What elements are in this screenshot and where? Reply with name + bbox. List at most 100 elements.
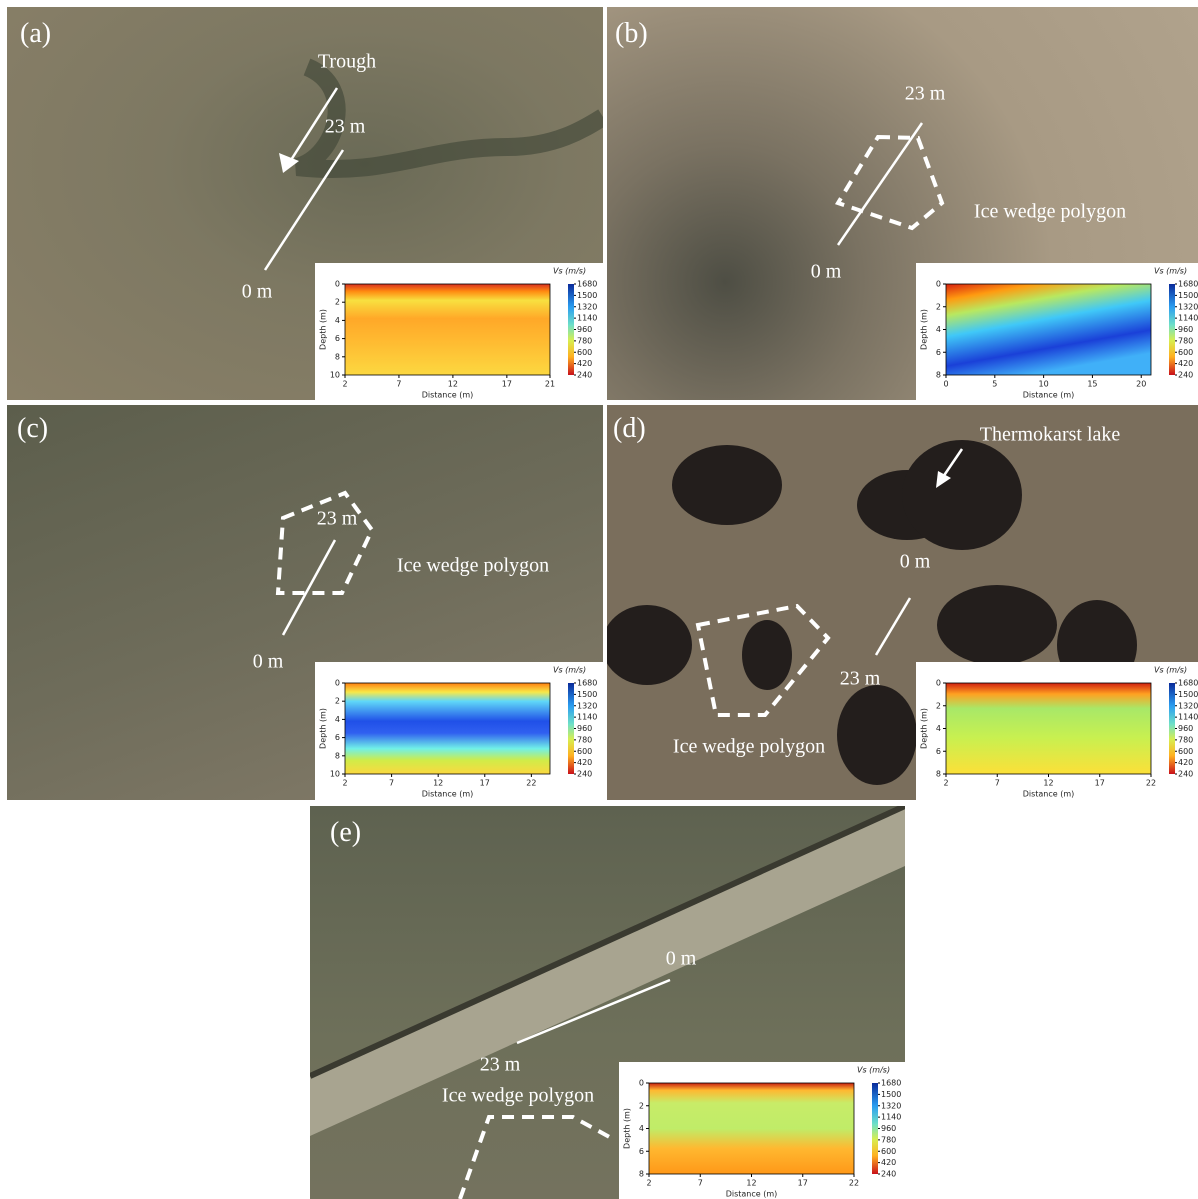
y-tick-label: 0: [639, 1079, 644, 1088]
colorbar: [568, 284, 574, 375]
x-tick-label: 0: [943, 380, 948, 389]
x-tick-label: 7: [389, 779, 394, 788]
inset-chart: 271217220246810Distance (m)Depth (m)1680…: [315, 662, 603, 800]
heatmap: [345, 683, 550, 774]
heatmap: [345, 284, 550, 375]
x-tick-label: 2: [943, 779, 948, 788]
colorbar-tick-label: 1320: [577, 302, 597, 311]
x-tick-label: 22: [849, 1179, 859, 1188]
colorbar-tick-label: 1680: [577, 280, 597, 289]
colorbar-tick-label: 600: [1178, 348, 1193, 357]
y-axis-label: Depth (m): [920, 708, 929, 749]
y-tick-label: 4: [335, 316, 340, 325]
colorbar-tick-label: 240: [881, 1170, 896, 1179]
profile-line: [283, 540, 335, 635]
y-tick-label: 8: [936, 770, 941, 779]
inset-chart: 0510152002468Distance (m)Depth (m)168015…: [916, 263, 1198, 400]
x-tick-label: 2: [646, 1179, 651, 1188]
annotation: Ice wedge polygon: [974, 201, 1126, 223]
colorbar-tick-label: 780: [881, 1135, 896, 1144]
y-tick-label: 8: [639, 1170, 644, 1179]
panel-label: (a): [20, 18, 51, 49]
colorbar-tick-label: 600: [577, 747, 592, 756]
annotation: Thermokarst lake: [980, 424, 1121, 446]
x-tick-label: 7: [698, 1179, 703, 1188]
y-tick-label: 8: [335, 751, 340, 760]
colorbar-tick-label: 960: [577, 724, 592, 733]
panel-label: (b): [615, 18, 648, 49]
y-tick-label: 2: [335, 298, 340, 307]
figure: (a) Trough 23 m 0 m 271217210246810Dista…: [0, 0, 1198, 1199]
y-tick-label: 0: [335, 280, 340, 289]
y-axis-label: Depth (m): [319, 708, 328, 749]
annotation: 23 m: [840, 668, 881, 690]
y-tick-label: 6: [639, 1147, 644, 1156]
x-tick-label: 12: [1043, 779, 1053, 788]
colorbar-tick-label: 1500: [577, 690, 597, 699]
colorbar-tick-label: 1140: [1178, 314, 1198, 323]
y-tick-label: 4: [936, 325, 941, 334]
panel-d: (d) Thermokarst lake 0 m 23 m Ice wedge …: [607, 405, 1198, 800]
colorbar-tick-label: 1680: [1178, 280, 1198, 289]
x-tick-label: 7: [396, 380, 401, 389]
x-tick-label: 12: [448, 380, 458, 389]
colorbar-tick-label: 1320: [577, 701, 597, 710]
x-tick-label: 7: [995, 779, 1000, 788]
colorbar: [1169, 683, 1175, 774]
x-tick-label: 17: [480, 779, 490, 788]
colorbar-tick-label: 240: [577, 770, 592, 779]
x-axis-label: Distance (m): [1023, 790, 1075, 799]
annotation: Trough: [318, 51, 376, 73]
colorbar-tick-label: 960: [881, 1124, 896, 1133]
x-tick-label: 5: [992, 380, 997, 389]
annotation: 23 m: [317, 508, 358, 530]
colorbar-tick-label: 600: [881, 1147, 896, 1156]
annotation: 23 m: [905, 83, 946, 105]
y-tick-label: 2: [335, 697, 340, 706]
heatmap: [649, 1083, 854, 1174]
y-tick-label: 4: [335, 715, 340, 724]
colorbar-tick-label: 1500: [1178, 690, 1198, 699]
colorbar-tick-label: 420: [881, 1158, 896, 1167]
colorbar-tick-label: 960: [577, 325, 592, 334]
colorbar: [568, 683, 574, 774]
x-tick-label: 10: [1039, 380, 1049, 389]
x-axis-label: Distance (m): [422, 790, 474, 799]
annotation: 0 m: [811, 261, 842, 283]
panel-b: (b) 23 m Ice wedge polygon 0 m 051015200…: [607, 7, 1198, 400]
colorbar-title: Vs (m/s): [553, 267, 586, 276]
colorbar-tick-label: 1500: [881, 1090, 901, 1099]
colorbar-tick-label: 420: [1178, 758, 1193, 767]
colorbar-tick-label: 1320: [1178, 302, 1198, 311]
x-tick-label: 21: [545, 380, 555, 389]
annotation: 0 m: [242, 281, 273, 303]
colorbar-tick-label: 960: [1178, 724, 1193, 733]
colorbar-tick-label: 1140: [881, 1113, 901, 1122]
x-tick-label: 17: [1095, 779, 1105, 788]
x-tick-label: 22: [1146, 779, 1156, 788]
colorbar-tick-label: 780: [1178, 735, 1193, 744]
y-tick-label: 8: [335, 352, 340, 361]
y-tick-label: 10: [330, 371, 340, 380]
colorbar-tick-label: 1320: [881, 1101, 901, 1110]
y-tick-label: 0: [936, 679, 941, 688]
colorbar-tick-label: 960: [1178, 325, 1193, 334]
annotation: 0 m: [900, 551, 931, 573]
heatmap: [946, 683, 1151, 774]
y-tick-label: 6: [335, 334, 340, 343]
y-axis-label: Depth (m): [920, 309, 929, 350]
annotation: Ice wedge polygon: [397, 555, 549, 577]
polygon-outline: [838, 137, 942, 228]
x-axis-label: Distance (m): [1023, 391, 1075, 400]
y-tick-label: 10: [330, 770, 340, 779]
annotation: 23 m: [325, 116, 366, 138]
y-tick-label: 2: [639, 1101, 644, 1110]
colorbar-title: Vs (m/s): [857, 1066, 890, 1075]
y-tick-label: 2: [936, 302, 941, 311]
heatmap: [946, 284, 1151, 375]
colorbar-tick-label: 780: [577, 735, 592, 744]
